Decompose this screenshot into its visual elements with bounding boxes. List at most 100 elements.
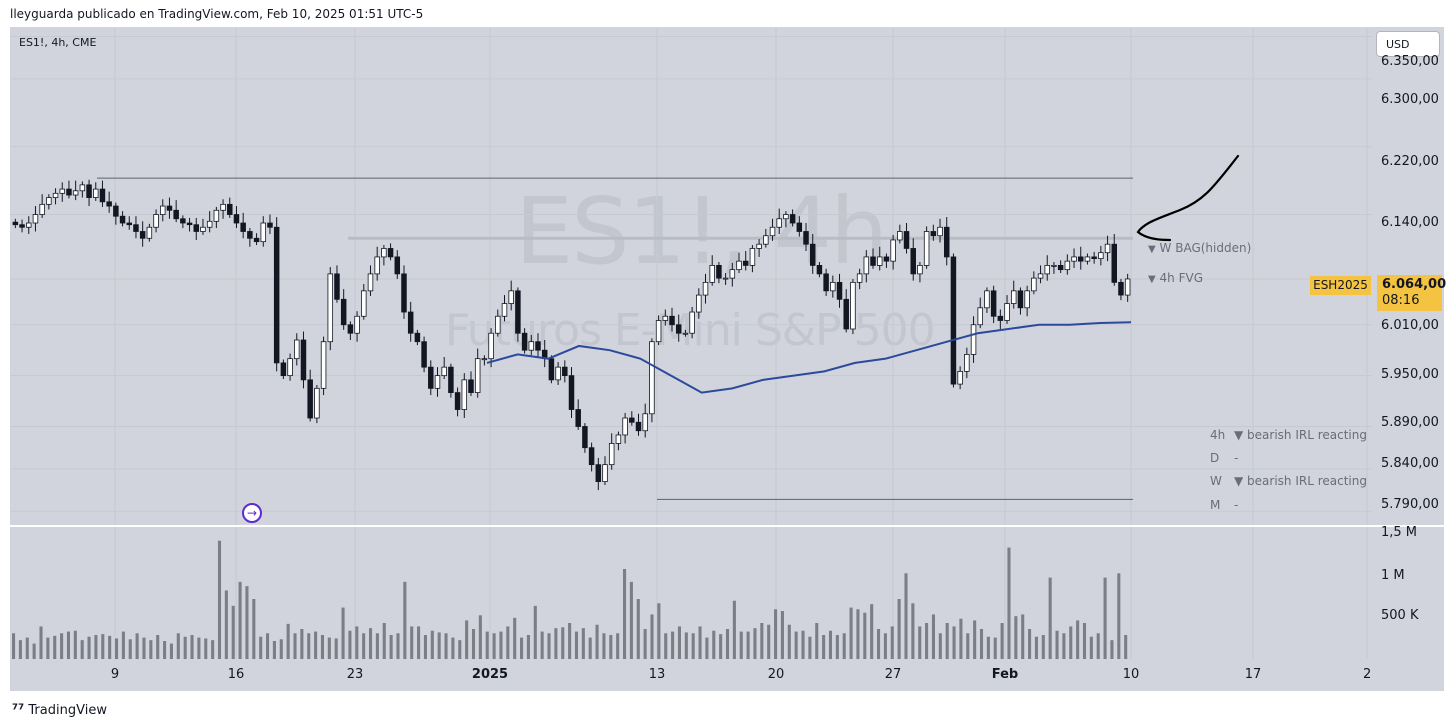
candle-body xyxy=(119,215,126,224)
go-to-realtime-icon[interactable]: → xyxy=(242,503,262,523)
candle-body xyxy=(340,298,347,326)
volume-bar xyxy=(293,633,297,659)
candle-body xyxy=(180,218,186,224)
volume-bar xyxy=(1089,636,1093,659)
currency-button[interactable]: USD xyxy=(1376,31,1440,57)
volume-bar xyxy=(128,639,132,659)
candle-body xyxy=(59,188,65,194)
volume-bar xyxy=(437,632,441,659)
volume-bar xyxy=(863,612,867,659)
volume-bar xyxy=(959,618,963,659)
candle-body xyxy=(227,203,233,215)
candle-body xyxy=(736,260,742,271)
volume-bar xyxy=(952,626,956,659)
candle-body xyxy=(1111,243,1117,283)
footer-brand[interactable]: ⁷⁷ TradingView xyxy=(12,702,107,718)
price-tick-label: 6.350,00 xyxy=(1381,54,1439,69)
irl-value: - xyxy=(1234,451,1239,465)
time-tick-label: 17 xyxy=(1244,667,1262,682)
volume-bar xyxy=(705,637,709,659)
candle-body xyxy=(153,214,159,228)
candle-body xyxy=(173,209,179,220)
candle-body xyxy=(26,222,32,228)
symbol-legend[interactable]: ES1!, 4h, CME xyxy=(19,36,97,49)
irl-timeframe: M xyxy=(1210,498,1221,512)
candle-body xyxy=(548,358,555,381)
candle-body xyxy=(46,197,52,205)
candle-body xyxy=(1024,290,1030,309)
price-tick-label: 5.840,00 xyxy=(1381,456,1439,471)
candle-body xyxy=(1064,260,1071,271)
volume-bar xyxy=(375,633,379,659)
chart-area[interactable] xyxy=(10,27,1444,691)
candle-body xyxy=(367,273,374,292)
candle-body xyxy=(588,447,595,466)
volume-bar xyxy=(622,569,627,659)
volume-bar xyxy=(444,633,448,659)
candle-body xyxy=(394,256,401,275)
w-bag-label: ▼ W BAG(hidden) xyxy=(1148,241,1251,255)
volume-bar xyxy=(931,614,936,659)
volume-bar xyxy=(1048,577,1052,659)
volume-bar xyxy=(1124,635,1128,659)
candle-body xyxy=(253,237,260,243)
volume-bar xyxy=(787,624,791,659)
volume-bar xyxy=(368,628,373,659)
volume-bar xyxy=(39,626,43,659)
candle-body xyxy=(1017,290,1024,309)
volume-bar xyxy=(46,637,50,659)
candle-body xyxy=(1098,252,1104,260)
volume-bar xyxy=(540,631,544,659)
candle-body xyxy=(655,320,662,343)
candle-body xyxy=(769,226,776,237)
candle-body xyxy=(722,277,729,280)
time-tick-label: 16 xyxy=(227,667,245,682)
volume-bar xyxy=(25,637,29,659)
candle-body xyxy=(387,248,394,258)
price-tick-label: 6.300,00 xyxy=(1381,92,1439,107)
volume-bar xyxy=(135,633,139,659)
candle-body xyxy=(1044,265,1050,275)
candle-body xyxy=(361,290,367,317)
volume-bar xyxy=(94,635,98,659)
candle-body xyxy=(160,205,166,215)
candle-body xyxy=(93,188,99,198)
volume-bar xyxy=(520,637,524,659)
volume-bar xyxy=(822,635,826,659)
price-tick-label: 6.010,00 xyxy=(1381,318,1439,333)
candle-body xyxy=(113,205,119,217)
candle-body xyxy=(146,226,153,239)
volume-bar xyxy=(320,635,325,659)
candle-body xyxy=(300,339,307,381)
candle-body xyxy=(669,315,675,326)
volume-bar xyxy=(725,629,730,659)
candle-body xyxy=(1071,256,1077,262)
time-tick-label: 9 xyxy=(110,667,120,682)
volume-bar xyxy=(334,638,338,659)
candle-body xyxy=(19,224,25,228)
candle-body xyxy=(448,366,454,393)
volume-bar xyxy=(471,629,476,659)
volume-bar xyxy=(286,623,290,659)
volume-bar xyxy=(753,628,757,659)
candle-body xyxy=(106,201,112,207)
candle-body xyxy=(1031,277,1037,292)
volume-bar xyxy=(183,636,187,659)
volume-bar xyxy=(767,624,771,659)
candle-body xyxy=(1057,265,1064,271)
volume-bar xyxy=(526,635,530,659)
candle-body xyxy=(843,298,849,330)
volume-bar xyxy=(671,631,675,659)
volume-bar xyxy=(149,640,153,659)
irl-value: ▼ bearish IRL reacting xyxy=(1234,474,1367,488)
irl-value: - xyxy=(1234,498,1239,512)
time-tick-label: 10 xyxy=(1122,667,1140,682)
volume-bar xyxy=(279,639,283,659)
candle-body xyxy=(950,256,957,385)
volume-bar xyxy=(300,629,304,659)
volume-bar xyxy=(732,600,736,659)
volume-bar xyxy=(1117,573,1121,659)
volume-bar xyxy=(231,605,235,659)
volume-bar xyxy=(245,586,249,659)
